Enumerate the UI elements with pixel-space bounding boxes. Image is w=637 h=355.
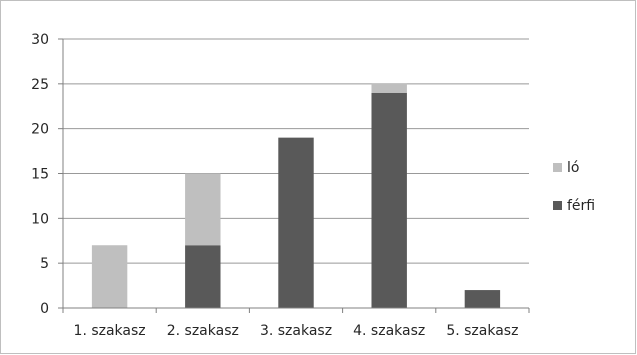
bar-férfi [371,92,407,308]
legend-label-ló: ló [567,160,579,176]
y-tick-label: 0 [40,301,49,317]
y-tick-label: 10 [31,211,49,227]
y-tick-label: 5 [40,256,49,272]
legend-swatch-férfi [553,201,562,210]
bar-ló [91,245,128,308]
x-tick-label: 1. szakasz [74,323,146,339]
x-tick-label: 4. szakasz [353,323,425,339]
bar-ló [371,83,407,93]
bar-ló [185,173,221,246]
axes: 0 5 10 15 20 25 30 1. szakasz 2. szakasz 3. szaka… [31,32,530,339]
y-tick-label: 20 [31,122,49,138]
bars [91,83,501,308]
bar-férfi [464,290,501,308]
y-tick-label: 25 [31,77,49,93]
x-tick-label: 2. szakasz [167,323,239,339]
bar-férfi [278,137,314,308]
y-tick-label: 30 [31,32,49,48]
legend-swatch-ló [553,163,562,172]
bar-férfi [185,245,221,308]
x-tick-label: 3. szakasz [260,323,332,339]
legend-label-férfi: férfi [567,198,595,214]
x-tick-label: 5. szakasz [446,323,518,339]
legend: ló férfi [553,160,595,214]
y-tick-label: 15 [31,167,49,183]
